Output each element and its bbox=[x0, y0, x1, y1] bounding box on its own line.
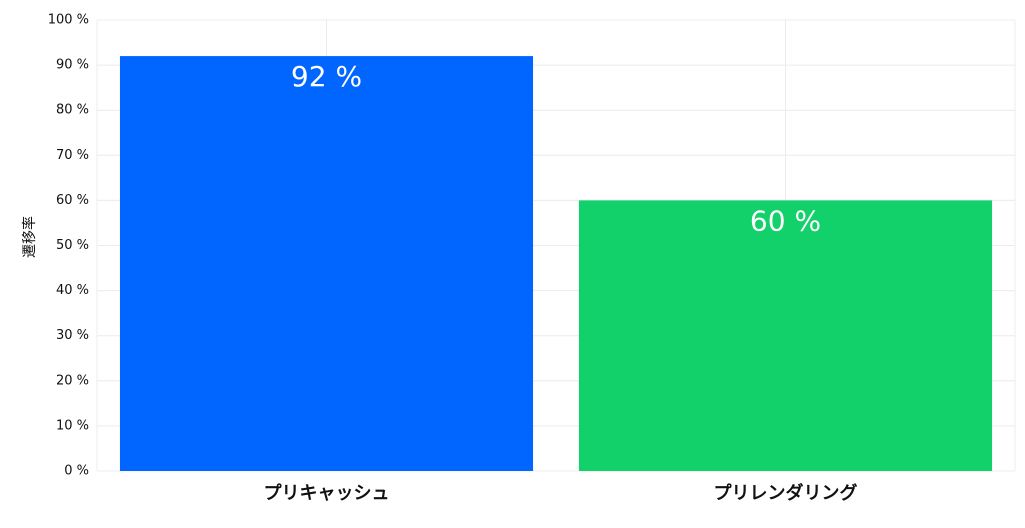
y-tick-label: 50 % bbox=[56, 238, 89, 253]
y-tick-label: 60 % bbox=[56, 193, 89, 208]
y-tick-label: 0 % bbox=[64, 464, 89, 479]
y-tick-label: 80 % bbox=[56, 103, 89, 118]
y-tick-label: 30 % bbox=[56, 328, 89, 343]
y-tick-label: 90 % bbox=[56, 58, 89, 73]
value-label: 92 % bbox=[291, 60, 362, 93]
y-tick-label: 10 % bbox=[56, 418, 89, 433]
y-tick-label: 20 % bbox=[56, 373, 89, 388]
bar bbox=[119, 56, 534, 472]
x-tick-label: プリキャッシュ bbox=[264, 482, 390, 504]
value-label: 60 % bbox=[750, 204, 821, 237]
y-tick-label: 70 % bbox=[56, 148, 89, 163]
y-tick-label: 40 % bbox=[56, 283, 89, 298]
y-axis-label: 遷移率 bbox=[21, 216, 38, 258]
bar bbox=[578, 200, 993, 471]
y-tick-label: 100 % bbox=[48, 13, 89, 28]
x-tick-label: プリレンダリング bbox=[714, 482, 858, 504]
